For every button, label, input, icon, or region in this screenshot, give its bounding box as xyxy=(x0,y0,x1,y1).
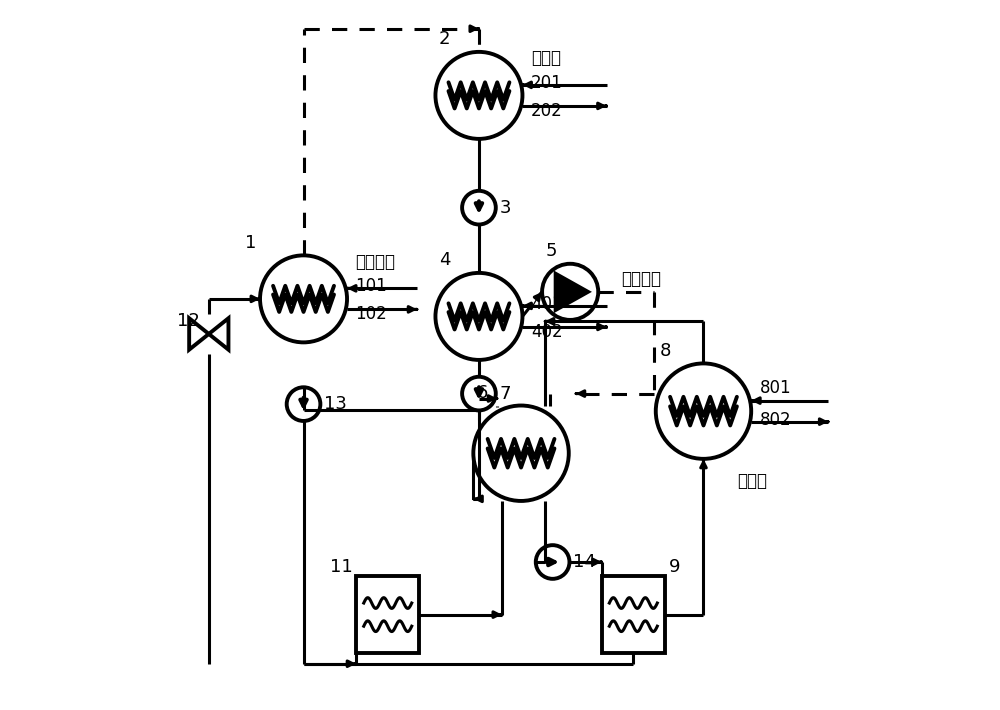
Text: 加热热源: 加热热源 xyxy=(355,253,395,271)
Text: 101: 101 xyxy=(355,278,387,295)
Text: 6: 6 xyxy=(477,384,488,402)
Text: 8: 8 xyxy=(659,342,671,360)
Text: 401: 401 xyxy=(531,295,562,313)
Text: 5: 5 xyxy=(546,242,557,261)
Text: 4: 4 xyxy=(439,251,450,269)
Text: 2: 2 xyxy=(439,31,450,48)
Text: 102: 102 xyxy=(355,305,387,324)
Text: 14: 14 xyxy=(573,553,596,571)
Text: 加热热源: 加热热源 xyxy=(621,271,661,288)
Bar xyxy=(602,576,665,653)
Text: 13: 13 xyxy=(324,395,347,413)
Text: 201: 201 xyxy=(531,74,563,92)
Text: 801: 801 xyxy=(760,379,791,397)
Text: 9: 9 xyxy=(668,558,680,576)
Text: 冷却水: 冷却水 xyxy=(531,49,561,67)
Text: 供热端: 供热端 xyxy=(737,472,767,491)
Polygon shape xyxy=(555,272,590,312)
Text: 1: 1 xyxy=(245,234,257,252)
Text: 402: 402 xyxy=(531,323,562,341)
Text: 11: 11 xyxy=(330,558,353,576)
Text: 3: 3 xyxy=(499,199,511,217)
Text: 7: 7 xyxy=(499,385,511,403)
Bar xyxy=(356,576,419,653)
Text: 802: 802 xyxy=(760,410,791,429)
Text: 202: 202 xyxy=(531,102,563,120)
Text: 12: 12 xyxy=(177,312,200,330)
